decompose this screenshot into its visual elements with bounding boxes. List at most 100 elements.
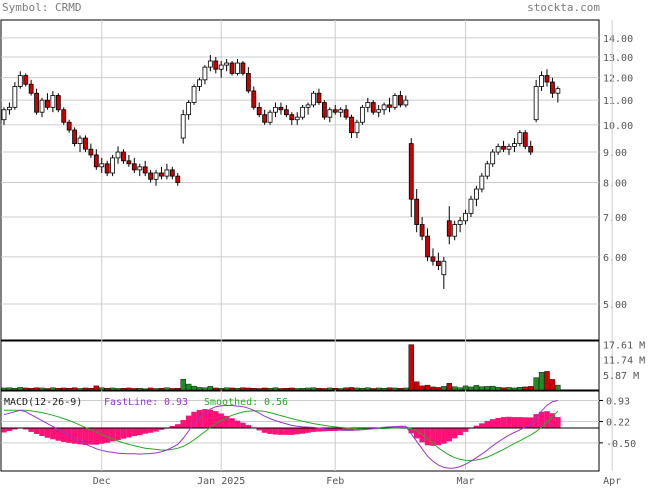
candle-body bbox=[544, 75, 550, 83]
price-tick-label: 11.00 bbox=[603, 96, 633, 107]
candle-body bbox=[555, 88, 561, 94]
macd-histogram-bar bbox=[500, 417, 507, 429]
volume-bar bbox=[316, 387, 322, 391]
candle-body bbox=[365, 102, 371, 108]
volume-bar bbox=[12, 387, 18, 391]
volume-bar bbox=[153, 388, 159, 391]
candles-group bbox=[1, 55, 561, 289]
macd-histogram-bar bbox=[245, 425, 252, 429]
macd-histogram-bar bbox=[39, 428, 45, 437]
macd-histogram-bar bbox=[12, 428, 18, 430]
candle-body bbox=[169, 169, 175, 177]
candle-body bbox=[321, 102, 327, 118]
volume-bar bbox=[506, 387, 512, 391]
macd-histogram-bar bbox=[261, 428, 268, 433]
macd-histogram-bar bbox=[283, 428, 290, 435]
candle-body bbox=[23, 75, 29, 85]
macd-histogram-bar bbox=[44, 428, 51, 438]
volume-bar bbox=[99, 387, 105, 391]
macd-histogram-bar bbox=[6, 428, 13, 431]
volume-bar bbox=[348, 387, 355, 391]
candle-body bbox=[77, 137, 83, 144]
macd-histogram-bar bbox=[484, 420, 491, 429]
macd-histogram-bar bbox=[229, 418, 235, 429]
candle-body bbox=[61, 109, 67, 123]
candle-body bbox=[452, 224, 458, 237]
volume-bar bbox=[17, 387, 23, 391]
candle-body bbox=[235, 62, 240, 74]
price-tick-label: 14.00 bbox=[603, 34, 633, 45]
candle-body bbox=[387, 104, 392, 108]
volume-bar bbox=[370, 388, 376, 391]
candle-body bbox=[414, 198, 420, 225]
month-tick-label: Apr bbox=[603, 476, 621, 486]
macd-histogram-bar bbox=[234, 420, 241, 429]
macd-histogram-bar bbox=[115, 428, 121, 441]
volume-bar bbox=[39, 387, 45, 391]
candle-body bbox=[463, 212, 468, 222]
volume-bar bbox=[365, 387, 371, 391]
volume-bar bbox=[23, 387, 29, 391]
volume-bar bbox=[337, 388, 344, 391]
volume-bar bbox=[468, 386, 474, 391]
volume-bar bbox=[321, 388, 328, 391]
macd-histogram-bar bbox=[82, 428, 89, 445]
candle-body bbox=[34, 92, 39, 113]
candle-body bbox=[262, 114, 268, 123]
macd-histogram-bar bbox=[430, 428, 436, 446]
volume-bar bbox=[484, 386, 490, 391]
candle-body bbox=[55, 95, 61, 111]
volume-bar bbox=[267, 387, 273, 391]
candle-body bbox=[175, 175, 181, 183]
macd-histogram-bar bbox=[98, 428, 105, 444]
candle-body bbox=[430, 256, 436, 262]
volume-bar bbox=[61, 387, 67, 391]
candle-body bbox=[12, 86, 18, 108]
volume-tick-label: 17.61 M bbox=[603, 341, 645, 352]
candle-body bbox=[392, 95, 398, 108]
macd-histogram-bar bbox=[408, 428, 414, 434]
volume-bar bbox=[44, 388, 51, 391]
candle-body bbox=[359, 106, 365, 123]
candle-body bbox=[17, 75, 23, 87]
candle-body bbox=[191, 86, 197, 103]
volume-bar bbox=[451, 386, 458, 391]
candle-body bbox=[251, 90, 257, 108]
macd-histogram-bar bbox=[147, 428, 154, 433]
candle-body bbox=[522, 132, 528, 147]
candle-body bbox=[435, 260, 441, 267]
volume-bar bbox=[240, 387, 246, 391]
candle-body bbox=[273, 106, 278, 113]
volume-bar bbox=[446, 383, 452, 391]
price-tick-label: 6.00 bbox=[603, 253, 627, 264]
fastline-line bbox=[3, 400, 559, 469]
macd-histogram-bar bbox=[517, 417, 523, 429]
candle-body bbox=[495, 145, 501, 153]
volume-tick-label: 11.74 M bbox=[603, 356, 645, 367]
volume-bar bbox=[430, 386, 436, 391]
volume-bar bbox=[457, 387, 463, 391]
candle-body bbox=[300, 106, 306, 118]
candle-body bbox=[403, 99, 409, 106]
volume-bar bbox=[104, 387, 110, 391]
macd-histogram-bar bbox=[256, 428, 262, 431]
volume-bar bbox=[261, 387, 268, 391]
volume-bar bbox=[234, 387, 241, 391]
macd-histogram-bar bbox=[60, 428, 67, 442]
macd-histogram-bar bbox=[473, 425, 480, 429]
candle-body bbox=[370, 102, 376, 113]
volume-bar bbox=[294, 388, 300, 391]
candle-body bbox=[484, 163, 490, 177]
macd-histogram-bar bbox=[299, 428, 306, 434]
candle-body bbox=[343, 109, 349, 118]
price-tick-label: 8.00 bbox=[603, 179, 627, 190]
month-tick-label: Dec bbox=[93, 476, 111, 486]
candle-body bbox=[408, 143, 414, 200]
candle-body bbox=[180, 114, 186, 139]
volume-bar bbox=[408, 344, 414, 391]
volume-bar bbox=[88, 387, 94, 391]
smoothed-label: Smoothed: bbox=[204, 397, 258, 408]
macd-histogram-bar bbox=[185, 415, 192, 429]
volume-bar bbox=[441, 386, 447, 391]
